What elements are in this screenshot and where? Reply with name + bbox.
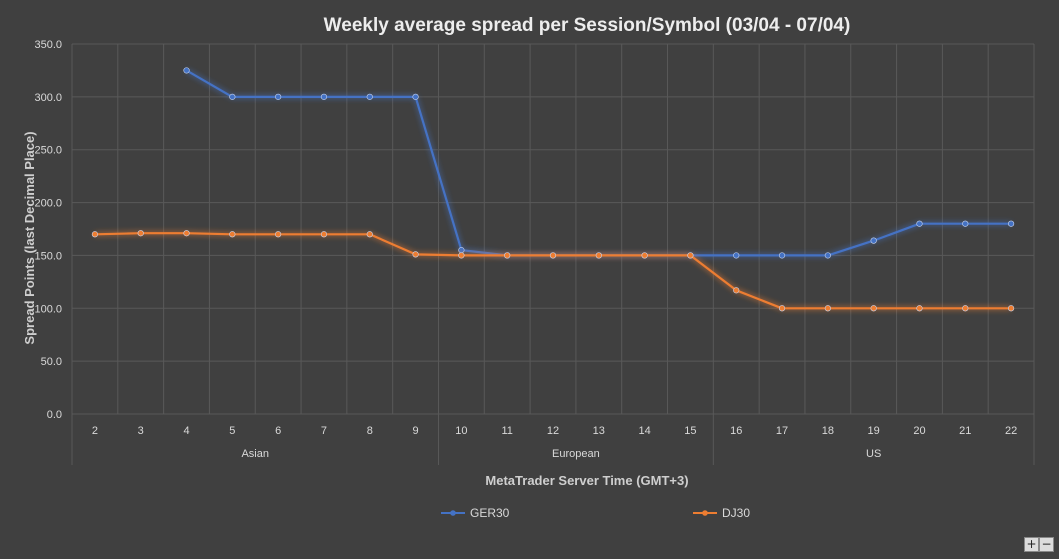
series-line-ger30 bbox=[185, 69, 1012, 257]
x-tick-label: 17 bbox=[776, 425, 788, 437]
x-tick-label: 6 bbox=[275, 425, 281, 437]
data-point-dj30 bbox=[412, 251, 419, 258]
y-tick-label: 300.0 bbox=[34, 92, 62, 104]
data-point-dj30 bbox=[549, 252, 557, 259]
x-tick-label: 22 bbox=[1005, 425, 1017, 437]
data-point-ger30 bbox=[183, 67, 190, 74]
zoom-out-button[interactable]: − bbox=[1039, 537, 1054, 552]
data-point-dj30 bbox=[91, 231, 99, 238]
x-tick-label: 14 bbox=[638, 425, 650, 437]
x-tick-label: 20 bbox=[913, 425, 925, 437]
x-tick-label: 21 bbox=[959, 425, 971, 437]
x-tick-label: 4 bbox=[183, 425, 189, 437]
x-axis-title: MetaTrader Server Time (GMT+3) bbox=[485, 473, 688, 488]
zoom-in-button[interactable]: + bbox=[1024, 537, 1039, 552]
data-point-dj30 bbox=[229, 231, 236, 238]
series-line-dj30 bbox=[94, 232, 1012, 310]
data-point-dj30 bbox=[458, 252, 465, 259]
x-tick-label: 10 bbox=[455, 425, 467, 437]
x-axis-ticks: 2 3 4 5 6 7 8 9 10 11 12 13 14 15 16 17 18 19 20 21 22 bbox=[92, 425, 1017, 437]
data-point-dj30 bbox=[641, 252, 648, 259]
legend-label-ger30: GER30 bbox=[470, 506, 510, 520]
data-point-dj30 bbox=[962, 305, 969, 312]
data-point-ger30 bbox=[275, 93, 282, 100]
x-group-label: European bbox=[552, 448, 600, 460]
y-tick-label: 250.0 bbox=[34, 145, 62, 157]
y-tick-label: 50.0 bbox=[41, 356, 62, 368]
x-tick-label: 9 bbox=[413, 425, 419, 437]
data-point-dj30 bbox=[595, 252, 602, 259]
y-tick-label: 100.0 bbox=[34, 303, 62, 315]
data-point-dj30 bbox=[778, 305, 786, 312]
legend-marker-dj30 bbox=[702, 510, 708, 516]
data-point-dj30 bbox=[504, 252, 511, 259]
x-tick-label: 15 bbox=[684, 425, 696, 437]
y-tick-label: 200.0 bbox=[34, 198, 62, 210]
y-tick-label: 150.0 bbox=[34, 250, 62, 262]
series-layer bbox=[91, 67, 1015, 312]
data-point-ger30 bbox=[366, 93, 373, 100]
data-point-dj30 bbox=[137, 230, 144, 237]
data-point-dj30 bbox=[366, 231, 373, 238]
x-tick-label: 12 bbox=[547, 425, 559, 437]
y-axis-ticks: 0.0 50.0 100.0 150.0 200.0 250.0 300.0 350.0 bbox=[34, 39, 62, 421]
data-point-dj30 bbox=[275, 231, 282, 238]
x-group-label: Asian bbox=[241, 448, 269, 460]
data-point-dj30 bbox=[320, 231, 328, 238]
x-tick-label: 13 bbox=[593, 425, 605, 437]
x-tick-label: 16 bbox=[730, 425, 742, 437]
x-tick-label: 2 bbox=[92, 425, 98, 437]
data-point-ger30 bbox=[1007, 220, 1015, 227]
data-point-ger30 bbox=[458, 247, 465, 254]
data-point-ger30 bbox=[733, 252, 740, 259]
x-tick-label: 11 bbox=[501, 425, 512, 437]
chart-title: Weekly average spread per Session/Symbol… bbox=[324, 15, 851, 36]
grid bbox=[71, 43, 1035, 465]
data-point-ger30 bbox=[412, 93, 419, 100]
x-tick-label: 7 bbox=[321, 425, 327, 437]
data-point-ger30 bbox=[824, 252, 831, 259]
data-point-dj30 bbox=[1007, 305, 1015, 312]
legend: GER30 DJ30 bbox=[441, 506, 750, 520]
x-tick-label: 3 bbox=[138, 425, 144, 437]
x-tick-label: 8 bbox=[367, 425, 373, 437]
data-point-dj30 bbox=[824, 305, 831, 312]
data-point-ger30 bbox=[916, 220, 923, 227]
data-point-ger30 bbox=[962, 220, 969, 227]
data-point-ger30 bbox=[320, 93, 328, 100]
x-tick-label: 18 bbox=[822, 425, 834, 437]
data-point-ger30 bbox=[870, 237, 877, 244]
data-point-dj30 bbox=[733, 287, 740, 294]
data-point-dj30 bbox=[687, 252, 694, 259]
x-tick-label: 5 bbox=[229, 425, 235, 437]
data-point-ger30 bbox=[229, 93, 236, 100]
data-point-dj30 bbox=[870, 305, 877, 312]
y-tick-label: 350.0 bbox=[34, 39, 62, 51]
legend-marker-ger30 bbox=[450, 510, 456, 516]
y-tick-label: 0.0 bbox=[47, 409, 62, 421]
data-point-dj30 bbox=[916, 305, 923, 312]
legend-label-dj30: DJ30 bbox=[722, 506, 750, 520]
data-point-ger30 bbox=[778, 252, 786, 259]
x-group-label: US bbox=[866, 448, 881, 460]
data-point-dj30 bbox=[183, 230, 190, 237]
y-axis-title: Spread Points (last Decimal Place) bbox=[22, 131, 37, 344]
x-tick-label: 19 bbox=[868, 425, 880, 437]
x-axis-groups: Asian European US bbox=[241, 448, 881, 460]
